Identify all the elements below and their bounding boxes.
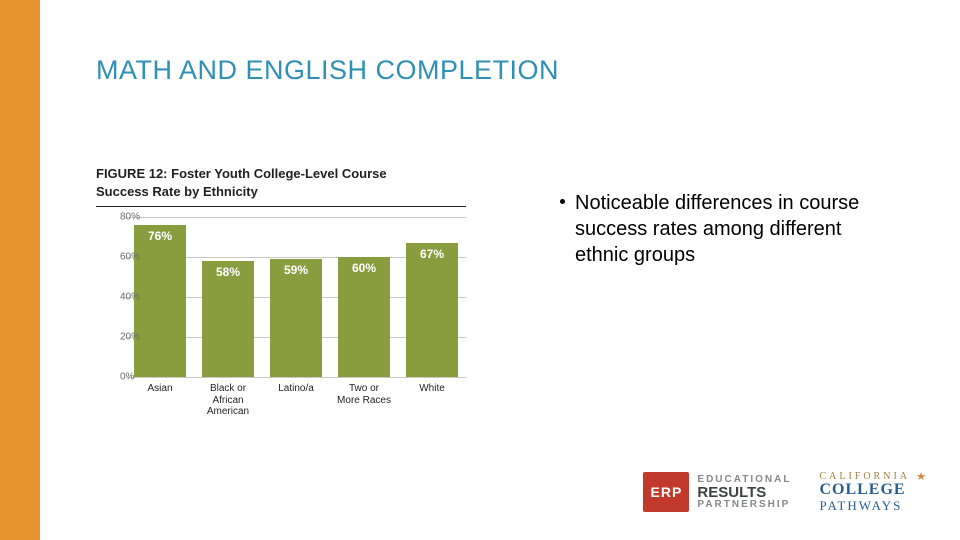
bar-chart: 76%Asian58%Black orAfricanAmerican59%Lat… [96,217,466,429]
grid-line [126,377,466,378]
bullet-list: Noticeable differences in course success… [560,190,900,282]
footer-logos: ERP EDUCATIONAL RESULTS PARTNERSHIP ★ CA… [0,462,960,522]
accent-bar [0,0,40,540]
bar-value-label: 58% [202,265,254,279]
erp-line3: PARTNERSHIP [697,500,791,510]
erp-text: EDUCATIONAL RESULTS PARTNERSHIP [697,475,791,510]
bar: 60% [338,257,390,377]
bar-slot: 60%Two orMore Races [330,217,398,377]
erp-line1: EDUCATIONAL [697,475,791,485]
bar-value-label: 67% [406,247,458,261]
figure-title: FIGURE 12: Foster Youth College-Level Co… [96,165,466,200]
ccp-logo: ★ CALIFORNIA COLLEGE PATHWAYS [819,472,924,513]
bullet-text: Noticeable differences in course success… [575,190,900,268]
figure-12: FIGURE 12: Foster Youth College-Level Co… [96,165,466,429]
erp-logo: ERP EDUCATIONAL RESULTS PARTNERSHIP [643,472,791,512]
slide-title: MATH AND ENGLISH COMPLETION [96,55,559,86]
bar-value-label: 60% [338,261,390,275]
plot-area: 76%Asian58%Black orAfricanAmerican59%Lat… [126,217,466,377]
erp-line2: RESULTS [697,485,791,500]
bar-slot: 58%Black orAfricanAmerican [194,217,262,377]
bar-slot: 59%Latino/a [262,217,330,377]
bar-value-label: 76% [134,229,186,243]
ccp-line2: COLLEGE [819,482,910,499]
star-icon: ★ [916,472,926,484]
slide: { "page": { "accent_color": "#e7912f", "… [0,0,960,540]
bar: 58% [202,261,254,377]
bullet-icon [560,199,565,204]
bar: 76% [134,225,186,377]
bar-value-label: 59% [270,263,322,277]
x-tick-label: White [391,383,473,395]
figure-title-line1: FIGURE 12: Foster Youth College-Level Co… [96,166,387,181]
bar-slot: 67%White [398,217,466,377]
figure-rule [96,206,466,207]
bars-layer: 76%Asian58%Black orAfricanAmerican59%Lat… [126,217,466,377]
bar: 59% [270,259,322,377]
bar: 67% [406,243,458,377]
ccp-line3: PATHWAYS [819,499,910,513]
erp-mark: ERP [643,472,689,512]
list-item: Noticeable differences in course success… [560,190,900,268]
figure-title-line2: Success Rate by Ethnicity [96,183,466,201]
